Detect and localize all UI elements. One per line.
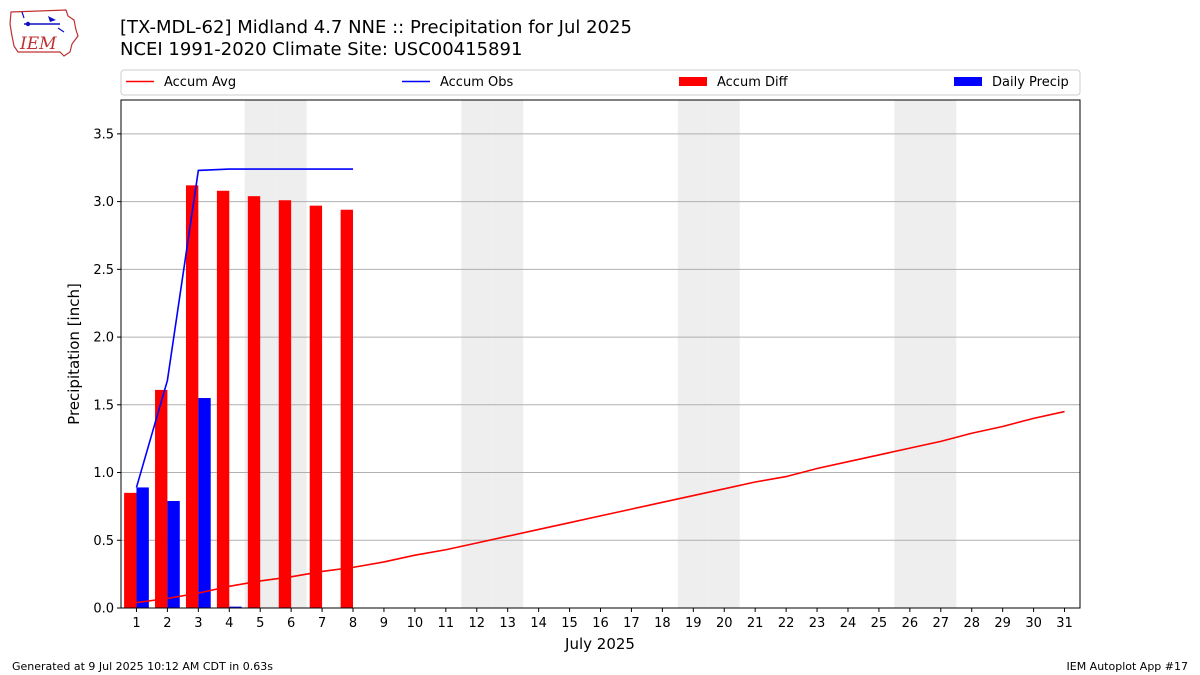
daily-precip-bar <box>229 606 242 608</box>
x-tick-label: 16 <box>592 616 609 631</box>
accum-diff-bar <box>216 190 230 608</box>
accum-obs-line <box>135 168 354 488</box>
legend-swatch-bar <box>679 77 707 86</box>
x-tick-label: 11 <box>438 616 455 631</box>
chart-subtitle: NCEI 1991-2020 Climate Site: USC00415891 <box>120 39 523 60</box>
svg-text:IEM: IEM <box>19 34 57 54</box>
weekend-band <box>492 100 524 608</box>
x-tick-label: 21 <box>747 616 764 631</box>
accum-diff-bar <box>124 492 137 608</box>
y-tick-label: 2.5 <box>93 263 114 278</box>
chart-title: [TX-MDL-62] Midland 4.7 NNE :: Precipita… <box>120 17 632 38</box>
x-tick-label: 5 <box>256 616 264 631</box>
weekend-band <box>925 100 957 608</box>
y-tick-label: 2.0 <box>93 331 114 346</box>
x-tick-label: 18 <box>654 616 671 631</box>
x-tick-label: 14 <box>530 616 547 631</box>
x-tick-label: 4 <box>225 616 233 631</box>
legend-box <box>120 69 1081 96</box>
daily-precip-bar <box>198 398 211 608</box>
x-tick-label: 13 <box>499 616 516 631</box>
x-tick-label: 22 <box>778 616 795 631</box>
accum-avg-line <box>136 410 1065 604</box>
x-tick-label: 23 <box>809 616 826 631</box>
x-tick-label: 10 <box>407 616 424 631</box>
x-tick-label: 3 <box>194 616 202 631</box>
x-tick-label: 8 <box>349 616 357 631</box>
x-tick-label: 15 <box>561 616 578 631</box>
daily-precip-bar <box>167 500 180 608</box>
x-tick-label: 27 <box>933 616 950 631</box>
y-axis-label: Precipitation [inch] <box>65 283 83 425</box>
x-tick-label: 12 <box>468 616 485 631</box>
x-tick-label: 24 <box>840 616 857 631</box>
accum-diff-bar <box>340 209 354 608</box>
weekend-band <box>708 100 740 608</box>
weekend-band <box>461 100 493 608</box>
x-tick-label: 7 <box>318 616 326 631</box>
y-tick-label: 0.0 <box>93 602 114 617</box>
x-tick-label: 30 <box>1025 616 1042 631</box>
legend-label: Daily Precip <box>992 75 1069 90</box>
accum-diff-bar <box>278 200 292 608</box>
legend-label: Accum Diff <box>717 75 789 90</box>
x-tick-label: 2 <box>163 616 171 631</box>
x-tick-label: 29 <box>994 616 1011 631</box>
accum-diff-bar <box>185 185 199 608</box>
x-tick-label: 25 <box>871 616 888 631</box>
footer-app: IEM Autoplot App #17 <box>1066 660 1189 673</box>
x-tick-label: 6 <box>287 616 295 631</box>
x-tick-label: 31 <box>1056 616 1073 631</box>
x-tick-label: 26 <box>902 616 919 631</box>
accum-diff-bar <box>309 205 323 608</box>
y-tick-label: 3.5 <box>93 127 114 142</box>
x-axis-label: July 2025 <box>564 635 635 653</box>
x-tick-label: 9 <box>380 616 388 631</box>
daily-precip-bar <box>136 487 149 608</box>
x-tick-label: 20 <box>716 616 733 631</box>
legend-label: Accum Avg <box>164 75 236 90</box>
accum-diff-bar <box>155 389 168 608</box>
x-tick-label: 19 <box>685 616 702 631</box>
y-tick-label: 0.5 <box>93 534 114 549</box>
x-tick-label: 1 <box>132 616 140 631</box>
legend-label: Accum Obs <box>440 75 513 90</box>
x-tick-label: 17 <box>623 616 640 631</box>
weekend-band <box>677 100 709 608</box>
footer-generated: Generated at 9 Jul 2025 10:12 AM CDT in … <box>12 660 273 673</box>
y-tick-label: 3.0 <box>93 195 114 210</box>
y-tick-label: 1.0 <box>93 466 114 481</box>
weekend-band <box>894 100 926 608</box>
x-tick-label: 28 <box>963 616 980 631</box>
iem-logo: IEM <box>9 9 79 57</box>
y-tick-label: 1.5 <box>93 398 114 413</box>
legend-swatch-bar <box>954 77 982 86</box>
accum-diff-bar <box>247 196 261 608</box>
